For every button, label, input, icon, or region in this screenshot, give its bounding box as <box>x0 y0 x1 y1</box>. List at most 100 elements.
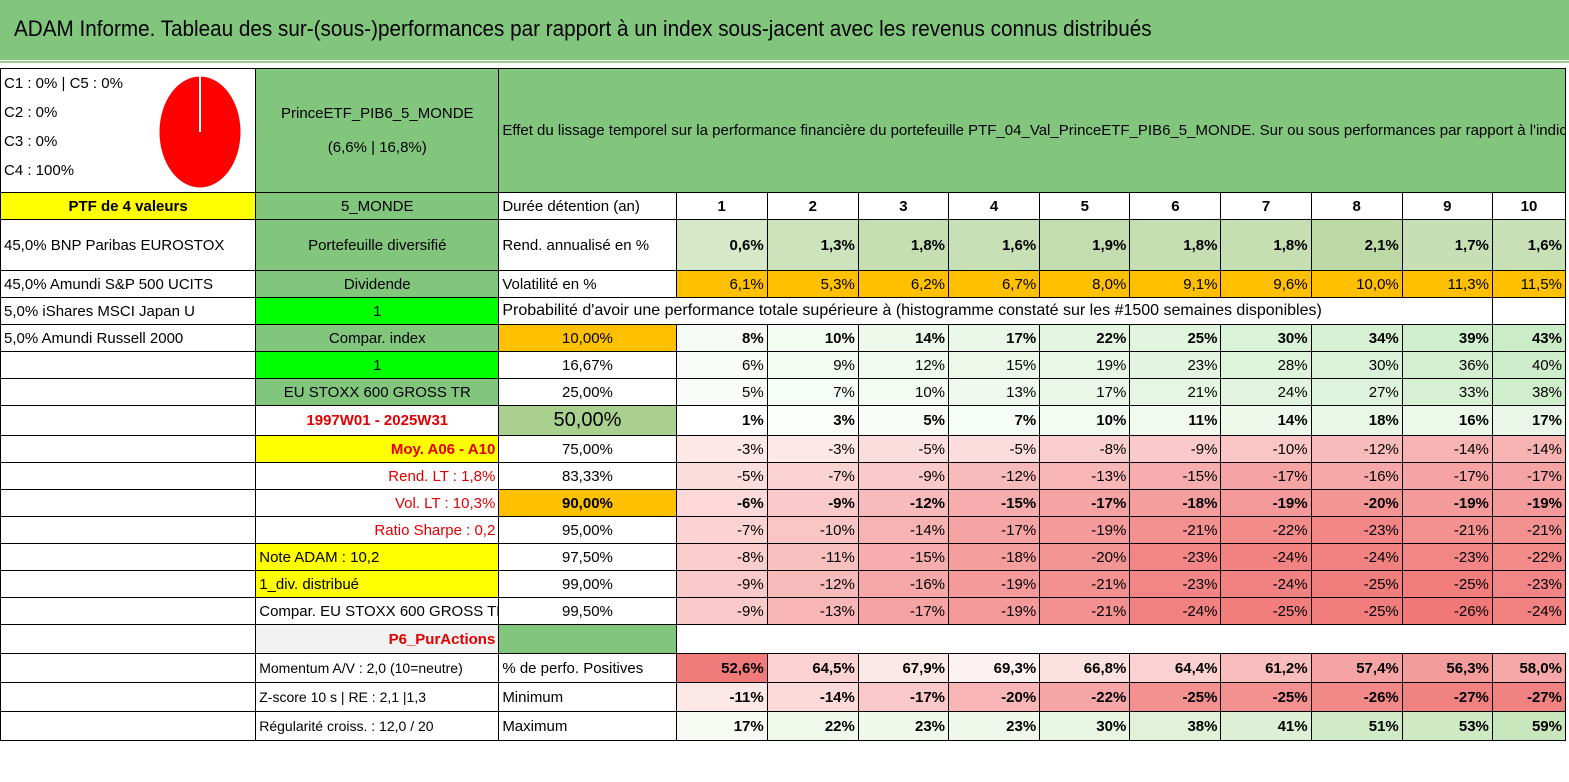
prob-value: 18% <box>1310 405 1403 436</box>
year-header: 1 <box>675 192 768 220</box>
prob-value: 7% <box>766 378 859 406</box>
prob-value: 22% <box>1039 324 1131 352</box>
prob-value: 39% <box>1401 324 1493 352</box>
prob-value: -14% <box>1491 435 1567 463</box>
index-name: EU STOXX 600 GROSS TR <box>255 378 500 406</box>
pos-value: 66,8% <box>1039 653 1131 683</box>
ptf-title: PTF de 4 valeurs <box>0 192 257 220</box>
min-value: -14% <box>766 682 859 712</box>
year-header: 3 <box>857 192 950 220</box>
prob-value: -3% <box>766 435 859 463</box>
prob-value: 10% <box>766 324 859 352</box>
empty-cell <box>0 462 257 490</box>
duration-label: Durée détention (an) <box>498 192 677 220</box>
prob-value: 1% <box>675 405 768 436</box>
prob-value: -25% <box>1310 597 1403 625</box>
prob-value: -17% <box>857 597 950 625</box>
holding: 45,0% BNP Paribas EUROSTOX <box>0 219 257 271</box>
prob-value: -19% <box>1220 489 1312 517</box>
pos-value: 57,4% <box>1310 653 1403 683</box>
pos-label: % de perfo. Positives <box>498 653 677 683</box>
portfolio-type: Portefeuille diversifié <box>255 219 500 271</box>
empty-cell <box>675 624 1566 654</box>
prob-value: -16% <box>857 570 950 598</box>
empty-cell <box>0 682 257 712</box>
note-adam: Note ADAM : 10,2 <box>255 543 500 571</box>
threshold: 10,00% <box>498 324 677 352</box>
pos-value: 52,6% <box>675 653 768 683</box>
threshold: 75,00% <box>498 435 677 463</box>
min-value: -27% <box>1401 682 1493 712</box>
threshold: 99,50% <box>498 597 677 625</box>
year-header: 5 <box>1039 192 1131 220</box>
prob-value: -7% <box>766 462 859 490</box>
rend-value: 1,8% <box>1129 219 1222 271</box>
prob-value: -21% <box>1129 516 1222 544</box>
empty-green-cell <box>498 624 677 654</box>
pos-value: 58,0% <box>1491 653 1567 683</box>
dividend-label: Dividende <box>255 270 500 298</box>
div-distribue: 1_div. distribué <box>255 570 500 598</box>
prob-value: -24% <box>1129 597 1222 625</box>
portfolio-name-cell: PrinceETF_PIB6_5_MONDE (6,6% | 16,8%) <box>255 68 500 193</box>
rend-value: 2,1% <box>1310 219 1403 271</box>
prob-value: -15% <box>948 489 1041 517</box>
prob-value: -20% <box>1310 489 1403 517</box>
prob-value: 28% <box>1220 351 1312 379</box>
prob-value: -23% <box>1491 570 1567 598</box>
prob-value: -21% <box>1491 516 1567 544</box>
prob-value: -14% <box>1401 435 1493 463</box>
one-value: 1 <box>255 351 500 379</box>
prob-value: -17% <box>1039 489 1131 517</box>
prob-value: -19% <box>1401 489 1493 517</box>
threshold: 99,00% <box>498 570 677 598</box>
year-header: 2 <box>766 192 859 220</box>
min-value: -17% <box>857 682 950 712</box>
rend-value: 1,9% <box>1039 219 1131 271</box>
prob-value: 6% <box>675 351 768 379</box>
prob-value: 7% <box>948 405 1041 436</box>
prob-value: -21% <box>1039 597 1131 625</box>
vol-value: 9,1% <box>1129 270 1222 298</box>
prob-value: 3% <box>766 405 859 436</box>
prob-value: 21% <box>1129 378 1222 406</box>
pur-actions: P6_PurActions <box>255 624 500 654</box>
prob-value: -25% <box>1401 570 1493 598</box>
prob-value: -6% <box>675 489 768 517</box>
period-label: 1997W01 - 2025W31 <box>255 405 500 436</box>
prob-value: -13% <box>766 597 859 625</box>
prob-value: -11% <box>766 543 859 571</box>
empty-cell <box>1491 297 1567 325</box>
min-label: Minimum <box>498 682 677 712</box>
prob-value: -16% <box>1310 462 1403 490</box>
threshold: 83,33% <box>498 462 677 490</box>
empty-cell <box>0 405 257 436</box>
allocation-line: C2 : 0% <box>4 104 58 121</box>
min-value: -25% <box>1129 682 1222 712</box>
empty-cell <box>0 570 257 598</box>
vol-value: 5,3% <box>766 270 859 298</box>
vol-value: 6,2% <box>857 270 950 298</box>
prob-value: 30% <box>1310 351 1403 379</box>
prob-value: -12% <box>948 462 1041 490</box>
prob-value: -17% <box>1491 462 1567 490</box>
vol-lt-label: Vol. LT : 10,3% <box>255 489 500 517</box>
prob-value: -24% <box>1310 543 1403 571</box>
prob-value: 17% <box>1491 405 1567 436</box>
prob-value: -22% <box>1220 516 1312 544</box>
year-header: 4 <box>948 192 1041 220</box>
empty-cell <box>0 543 257 571</box>
prob-value: -5% <box>857 435 950 463</box>
rend-value: 0,6% <box>675 219 768 271</box>
min-value: -26% <box>1310 682 1403 712</box>
compar-label: Compar. EU STOXX 600 GROSS TR <box>255 597 500 625</box>
max-value: 23% <box>857 711 950 741</box>
prob-value: 9% <box>766 351 859 379</box>
min-value: -20% <box>948 682 1041 712</box>
header-divider <box>0 61 1569 63</box>
max-value: 41% <box>1220 711 1312 741</box>
prob-value: -5% <box>948 435 1041 463</box>
vol-value: 6,1% <box>675 270 768 298</box>
max-value: 30% <box>1039 711 1131 741</box>
momentum-label: Momentum A/V : 2,0 (10=neutre) <box>255 653 500 683</box>
